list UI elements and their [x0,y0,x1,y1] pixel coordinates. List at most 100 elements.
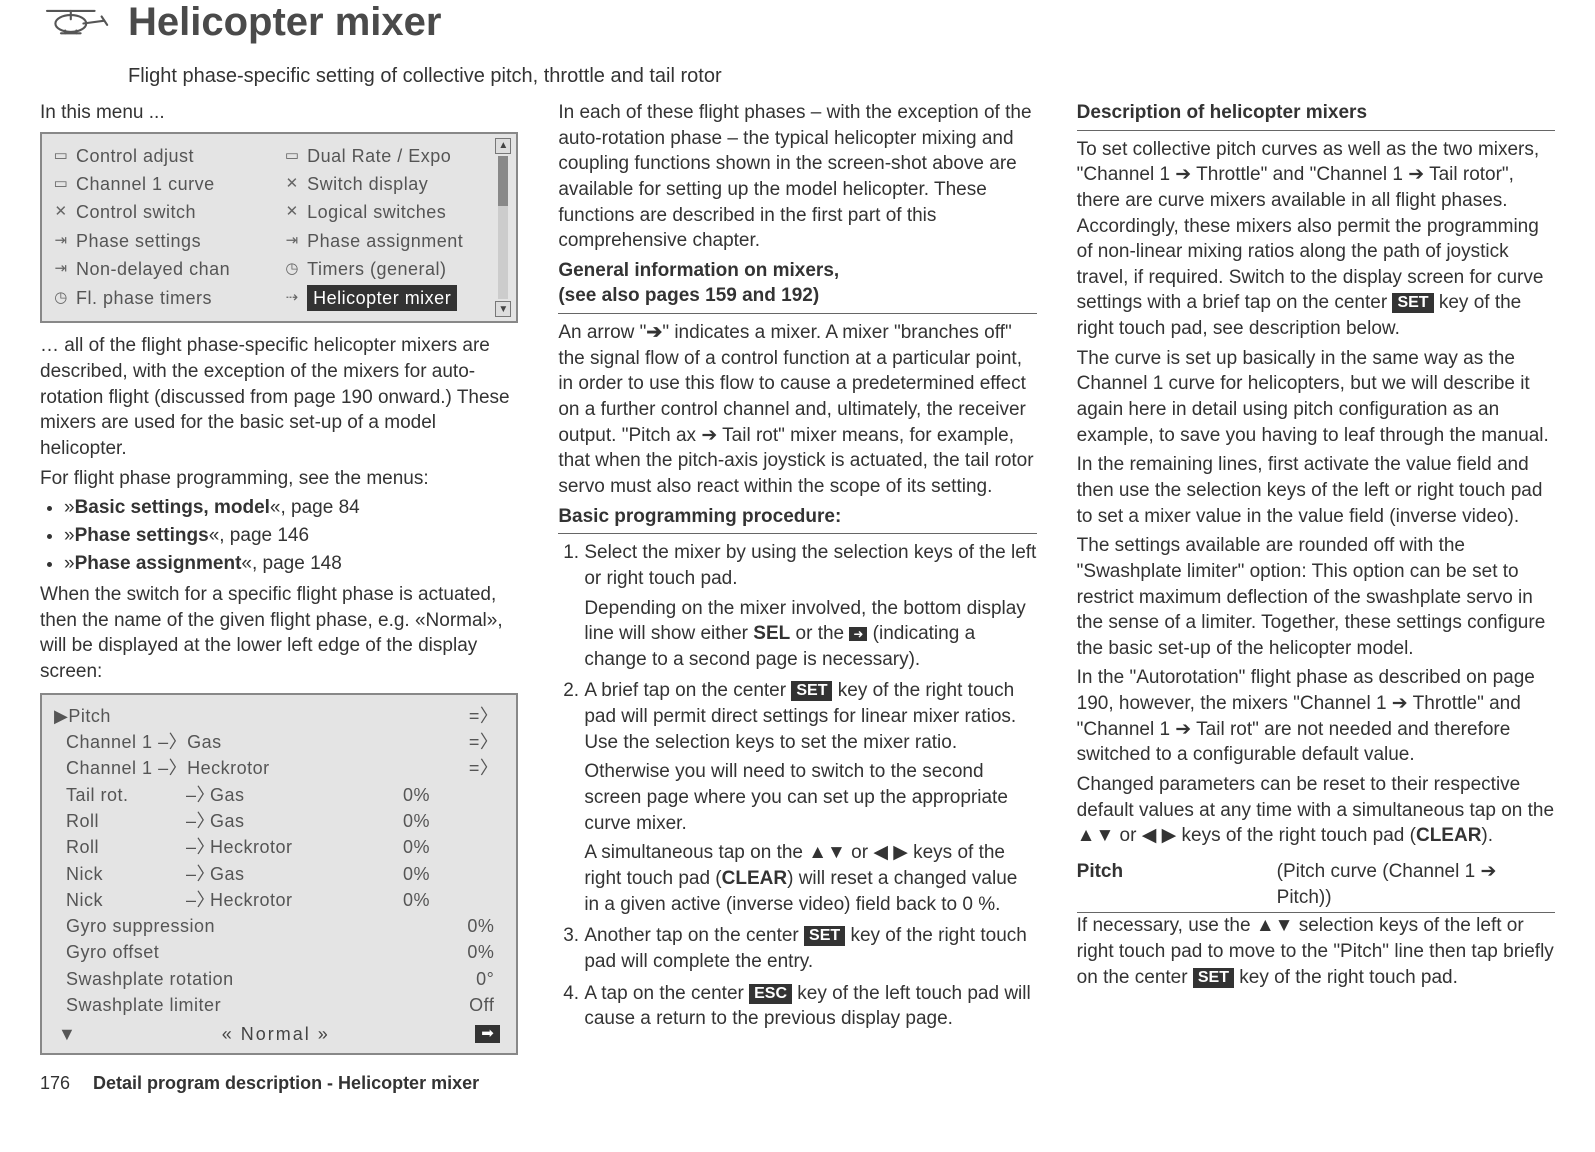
pitch-desc: (Pitch curve (Channel 1 ➔ Pitch)) [1277,859,1555,910]
c3-p7: If necessary, use the ▲▼ selection keys … [1077,913,1555,990]
menu-item-label: Switch display [307,172,428,196]
menu-item-label: Dual Rate / Expo [307,144,451,168]
set-key: SET [804,926,845,946]
pitch-label: Pitch [1077,859,1277,910]
phase-label: « Normal » [76,1022,475,1046]
menu-item-icon: ⇥ [52,259,70,279]
menu-item-icon: ✕ [283,174,301,194]
menu-item-label: Helicopter mixer [307,285,457,311]
menu-item[interactable]: ✕Control switch [52,200,275,224]
scroll-up-icon[interactable]: ▲ [495,138,511,154]
display-row: Tail rot.–〉Gas0% [54,782,504,808]
page-number: 176 [40,1073,88,1094]
step-2: A brief tap on the center SET key of the… [584,678,1036,917]
menu-box: ▭Control adjust▭Dual Rate / Expo▭Channel… [40,132,518,324]
menu-item[interactable]: ⇥ Phase assignment [283,229,506,253]
column-2: In each of these flight phases – with th… [558,100,1036,1055]
c2-p1: In each of these flight phases – with th… [558,100,1036,254]
list-item: »Phase settings«, page 146 [64,523,518,549]
page-subtitle: Flight phase-specific setting of collect… [128,65,1555,88]
c3-p2: The curve is set up basically in the sam… [1077,346,1555,449]
menu-scrollbar[interactable]: ▲ ▼ [494,138,512,318]
menu-item[interactable]: ⇥ Phase settings [52,229,275,253]
phase-row: ▼ « Normal » ➡ [54,1022,504,1046]
c3-h1: Description of helicopter mixers [1077,100,1555,126]
footer-text: Detail program description - Helicopter … [93,1073,479,1093]
column-3: Description of helicopter mixers To set … [1077,100,1555,1055]
column-1: In this menu ... ▭Control adjust▭Dual Ra… [40,100,518,1055]
menu-item-icon: ✕ [283,202,301,222]
scroll-thumb[interactable] [498,156,508,206]
list-item: »Basic settings, model«, page 84 [64,495,518,521]
step-3: Another tap on the center SET key of the… [584,923,1036,974]
divider [558,313,1036,314]
c3-p4: The settings available are rounded off w… [1077,533,1555,661]
esc-key: ESC [749,984,792,1004]
display-row: Gyro offset0% [54,939,504,965]
menu-item-icon: ⇥ [283,231,301,251]
phase-next-icon[interactable]: ➡ [475,1025,500,1043]
scroll-track[interactable] [498,156,508,300]
c2-h1: General information on mixers, (see also… [558,258,1036,309]
menu-refs-list: »Basic settings, model«, page 84»Phase s… [40,495,518,576]
menu-item-label: Phase assignment [307,229,463,253]
menu-item-label: Fl. phase timers [76,286,212,310]
divider [1077,130,1555,131]
display-row: Channel 1 –〉Gas=〉 [54,729,504,755]
page-arrow-icon: ➜ [849,627,867,641]
c3-p3: In the remaining lines, first activate t… [1077,452,1555,529]
menu-item[interactable]: ▭Channel 1 curve [52,172,275,196]
menu-item[interactable]: ◷ Fl. phase timers [52,285,275,311]
intro-text: In this menu ... [40,100,518,126]
after-menu-p1: … all of the flight phase-specific helic… [40,333,518,461]
display-row: Gyro suppression0% [54,913,504,939]
set-key: SET [791,681,832,701]
step-1: Select the mixer by using the selection … [584,540,1036,672]
menu-item-icon: ▭ [52,174,70,194]
menu-item[interactable]: ✕ Switch display [283,172,506,196]
menu-item-icon: ⇢ [283,288,301,308]
set-key: SET [1193,968,1234,988]
menu-item-icon: ⇥ [52,231,70,251]
after-bullets-p: When the switch for a specific flight ph… [40,582,518,685]
display-row: Channel 1 –〉Heckrotor=〉 [54,755,504,781]
display-pitch-label: ▶Pitch [54,704,111,728]
display-row: Nick–〉Heckrotor0% [54,887,504,913]
header: Helicopter mixer [40,0,1555,45]
c3-p1: To set collective pitch curves as well a… [1077,137,1555,342]
c2-p2: An arrow "➔" indicates a mixer. A mixer … [558,320,1036,499]
menu-item[interactable]: ⇥ Non-delayed chan [52,257,275,281]
after-menu-p2: For flight phase programming, see the me… [40,466,518,492]
list-item: »Phase assignment«, page 148 [64,551,518,577]
menu-item-label: Phase settings [76,229,201,253]
display-first-row: ▶Pitch =〉 [54,703,504,729]
menu-item-icon: ✕ [52,202,70,222]
display-row: Roll–〉Gas0% [54,808,504,834]
steps-list: Select the mixer by using the selection … [558,540,1036,1032]
menu-item[interactable]: ◷Timers (general) [283,257,506,281]
menu-item[interactable]: ⇢ Helicopter mixer [283,285,506,311]
c2-h2: Basic programming procedure: [558,504,1036,530]
menu-item-label: Non-delayed chan [76,257,230,281]
display-row: Roll–〉Heckrotor0% [54,834,504,860]
arrow-icon: ➔ [646,322,662,343]
c3-p6: Changed parameters can be reset to their… [1077,772,1555,849]
menu-item[interactable]: ▭Control adjust [52,144,275,168]
divider [558,533,1036,534]
phase-down-icon: ▼ [58,1022,76,1046]
display-row: Swashplate rotation0° [54,966,504,992]
display-row: Swashplate limiterOff [54,992,504,1018]
page-title: Helicopter mixer [128,0,441,45]
menu-item-label: Logical switches [307,200,446,224]
display-row: Nick–〉Gas0% [54,861,504,887]
menu-item-icon: ◷ [283,259,301,279]
pitch-heading: Pitch (Pitch curve (Channel 1 ➔ Pitch)) [1077,859,1555,913]
step-4: A tap on the center ESC key of the left … [584,981,1036,1032]
menu-item-icon: ◷ [52,288,70,308]
menu-item[interactable]: ✕ Logical switches [283,200,506,224]
display-box: ▶Pitch =〉 Channel 1 –〉Gas=〉Channel 1 –〉H… [40,693,518,1055]
menu-item-icon: ▭ [283,146,301,166]
menu-item-icon: ▭ [52,146,70,166]
scroll-down-icon[interactable]: ▼ [495,301,511,317]
menu-item[interactable]: ▭ Dual Rate / Expo [283,144,506,168]
